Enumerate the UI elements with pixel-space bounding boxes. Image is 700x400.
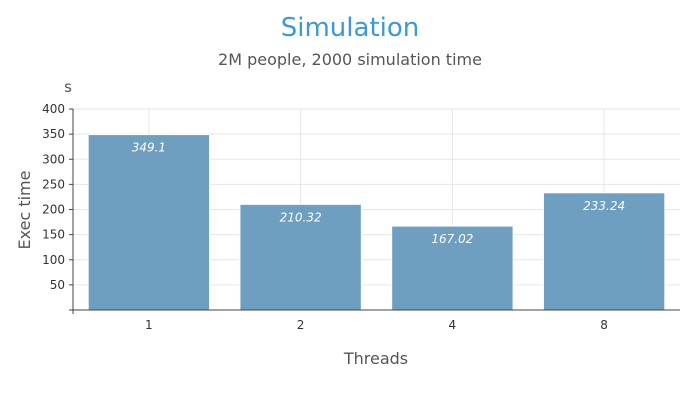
- y-tick-label: 100: [42, 253, 65, 267]
- bar-2: [239, 203, 362, 311]
- bar-8: [542, 192, 666, 311]
- bar-data-label: 349.1: [132, 141, 166, 155]
- y-unit-label: s: [64, 78, 72, 96]
- x-tick-label: 2: [297, 318, 305, 332]
- x-tick-label: 8: [600, 318, 608, 332]
- bar-4: [391, 225, 514, 311]
- bar-1: [87, 134, 211, 311]
- chart-title: Simulation: [281, 13, 420, 43]
- y-tick-label: 350: [42, 127, 65, 141]
- y-tick-label: 150: [42, 228, 65, 242]
- axis-layer: 50 100 150 200 250 300 350 400 1 2 4 8: [42, 102, 680, 332]
- y-tick-label: 400: [42, 102, 65, 116]
- y-tick-label: 200: [42, 203, 65, 217]
- y-tick-label: 300: [42, 152, 65, 166]
- x-tick-label: 1: [145, 318, 153, 332]
- bar-data-label: 210.32: [280, 210, 322, 224]
- chart-subtitle: 2M people, 2000 simulation time: [218, 50, 482, 69]
- y-tick-label: 50: [50, 278, 65, 292]
- y-tick-label: 250: [42, 177, 65, 191]
- x-tick-label: 4: [449, 318, 457, 332]
- bar-data-label: 167.02: [431, 232, 473, 246]
- bars-layer: 349.1 210.32 167.02 233.24: [87, 134, 666, 311]
- bar-data-label: 233.24: [583, 199, 625, 213]
- x-axis-title: Threads: [343, 349, 408, 368]
- y-axis-title: Exec time: [15, 171, 34, 250]
